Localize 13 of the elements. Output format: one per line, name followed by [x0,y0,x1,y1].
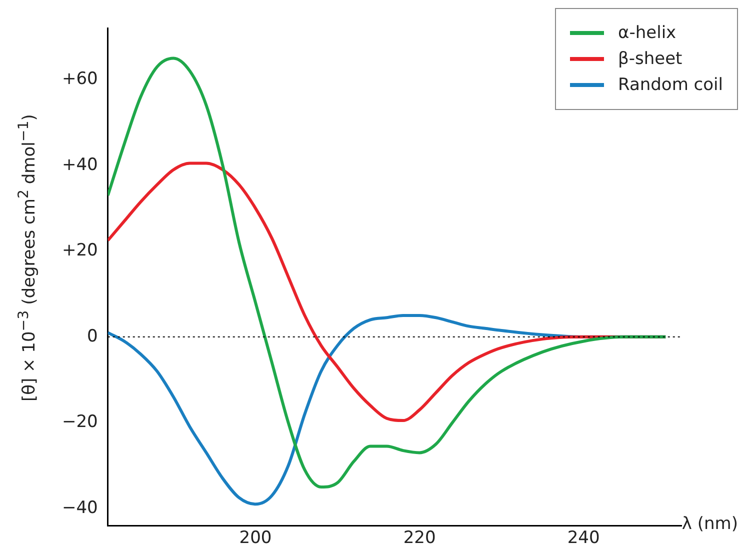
y-tick-label: +40 [62,154,98,175]
x-tick-label: 220 [403,528,436,548]
y-tick-label: −40 [62,498,98,518]
x-tick-label: 200 [239,528,272,548]
legend-label: Random coil [618,75,723,95]
y-tick-label: +60 [62,69,98,90]
x-tick-label: 240 [567,528,600,548]
y-tick-label: +20 [62,240,98,261]
legend-label: β-sheet [618,49,682,69]
legend-label: α-helix [618,23,676,43]
y-tick-label: 0 [87,326,98,346]
y-tick-label: −20 [62,412,98,432]
x-axis-title: λ (nm) [682,514,738,534]
